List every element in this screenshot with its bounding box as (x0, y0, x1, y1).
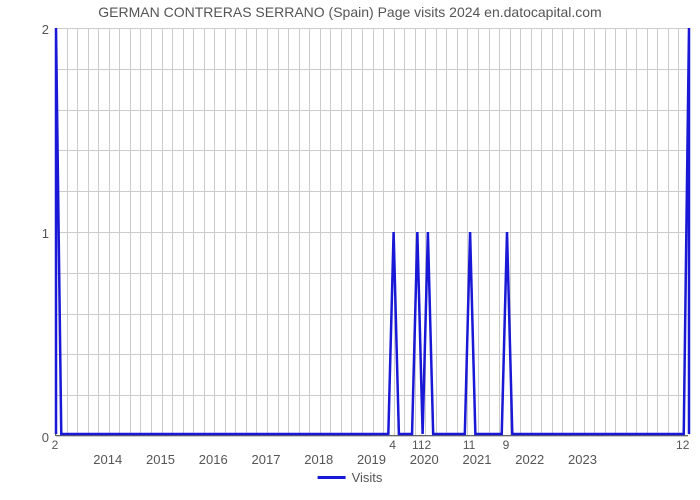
x-tick-label: 2015 (146, 452, 175, 467)
line-series (56, 28, 689, 436)
x-tick-label: 2014 (93, 452, 122, 467)
legend-label: Visits (352, 470, 383, 485)
value-label: 2 (52, 438, 59, 452)
x-tick-label: 2016 (199, 452, 228, 467)
page-visits-chart: GERMAN CONTRERAS SERRANO (Spain) Page vi… (0, 0, 700, 500)
value-label: 11 (463, 438, 475, 452)
y-tick-label: 2 (31, 22, 49, 37)
chart-title: GERMAN CONTRERAS SERRANO (Spain) Page vi… (0, 4, 700, 20)
value-label: 9 (503, 438, 510, 452)
value-label: 112 (412, 438, 431, 452)
legend-swatch (318, 476, 346, 479)
y-tick-label: 1 (31, 226, 49, 241)
y-tick-label: 0 (31, 430, 49, 445)
value-label: 12 (676, 438, 689, 452)
x-tick-label: 2017 (252, 452, 281, 467)
x-tick-label: 2018 (304, 452, 333, 467)
hgrid-major (56, 436, 688, 437)
x-tick-label: 2021 (463, 452, 492, 467)
legend: Visits (318, 470, 383, 485)
x-tick-label: 2023 (568, 452, 597, 467)
x-tick-label: 2022 (515, 452, 544, 467)
plot-area (55, 28, 688, 436)
x-tick-label: 2019 (357, 452, 386, 467)
x-tick-label: 2020 (410, 452, 439, 467)
value-label: 4 (389, 438, 396, 452)
